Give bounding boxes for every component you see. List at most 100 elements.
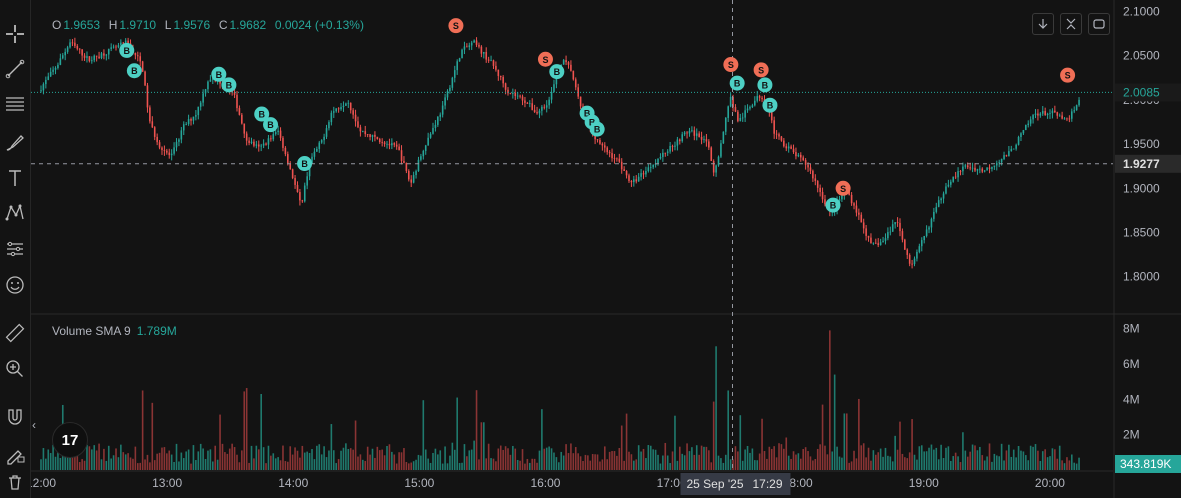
- volume-bar: [313, 459, 316, 470]
- volume-bar: [1008, 444, 1010, 470]
- candle-body: [928, 227, 930, 230]
- crosshair-icon[interactable]: [3, 22, 27, 46]
- volume-bar: [236, 454, 238, 470]
- candle-body: [945, 186, 947, 194]
- candle-body: [253, 141, 255, 146]
- volume-bar: [395, 463, 398, 470]
- fib-levels-icon[interactable]: [3, 92, 27, 116]
- zoom-in-icon[interactable]: [3, 357, 27, 381]
- scroll-down-icon[interactable]: [1032, 13, 1054, 35]
- volume-bar: [734, 446, 737, 470]
- candle-body: [983, 170, 986, 172]
- candle-body: [606, 147, 609, 153]
- buy-marker[interactable]: [589, 121, 605, 137]
- buy-marker[interactable]: [221, 77, 237, 93]
- volume-bar: [495, 461, 497, 470]
- volume-bar: [1078, 457, 1080, 470]
- lock-draw-icon[interactable]: [3, 442, 27, 466]
- volume-bar: [727, 390, 729, 470]
- buy-marker[interactable]: [263, 117, 279, 133]
- volume-bar: [410, 462, 413, 470]
- maximize-pane-icon[interactable]: [1088, 13, 1110, 35]
- sell-marker[interactable]: [753, 62, 769, 78]
- volume-bar: [587, 455, 589, 470]
- candle-body: [642, 173, 645, 175]
- volume-bar: [209, 449, 212, 470]
- price-tick-label: 1.9500: [1123, 137, 1160, 151]
- candle-body: [514, 92, 517, 97]
- sell-marker[interactable]: [723, 57, 739, 73]
- buy-marker[interactable]: [762, 97, 778, 113]
- sell-marker[interactable]: [1060, 67, 1076, 83]
- volume-bar: [214, 445, 217, 470]
- candle-body: [792, 148, 795, 153]
- candle-body: [282, 137, 284, 148]
- magnet-icon[interactable]: [3, 405, 27, 429]
- buy-marker[interactable]: [729, 75, 745, 91]
- forecast-icon[interactable]: [3, 237, 27, 261]
- marker-label: B: [554, 67, 561, 77]
- price-chart[interactable]: BBBBBBBSBSBBBSBSBBSBS2.10002.05002.00001…: [31, 0, 1181, 498]
- volume-bar: [787, 455, 790, 470]
- candle-body: [819, 187, 821, 192]
- volume-bar: [253, 458, 255, 470]
- candle-body: [1075, 105, 1078, 111]
- volume-bar: [437, 454, 439, 470]
- candle-body: [495, 65, 497, 70]
- candle-body: [729, 96, 732, 107]
- buy-marker[interactable]: [211, 66, 227, 82]
- candle-body: [533, 109, 536, 113]
- volume-bar: [933, 449, 935, 470]
- crosshair-time-badge: [680, 473, 791, 495]
- volume-bar: [1027, 460, 1030, 470]
- volume-bar: [146, 454, 149, 470]
- candle-body: [197, 106, 200, 116]
- sell-marker[interactable]: [537, 51, 553, 67]
- candle-body: [328, 122, 330, 129]
- candle-body: [957, 171, 959, 178]
- sell-marker[interactable]: [448, 18, 464, 34]
- collapse-toolbar-chevron-icon[interactable]: ‹: [32, 418, 36, 432]
- ruler-icon[interactable]: [3, 321, 27, 345]
- buy-marker[interactable]: [549, 64, 565, 80]
- volume-bar: [216, 459, 219, 470]
- volume-bar: [185, 451, 187, 470]
- candle-body: [279, 130, 282, 138]
- buy-marker[interactable]: [825, 197, 841, 213]
- candle-body: [816, 181, 819, 188]
- buy-marker[interactable]: [757, 77, 773, 93]
- buy-marker[interactable]: [297, 156, 313, 172]
- volume-bar: [274, 458, 277, 470]
- candle-body: [654, 163, 657, 165]
- trend-line-icon[interactable]: [3, 57, 27, 81]
- volume-bar: [899, 421, 901, 470]
- candle-body: [308, 163, 311, 177]
- brush-icon[interactable]: [3, 130, 27, 154]
- trash-icon[interactable]: [3, 470, 27, 494]
- candle-body: [1058, 115, 1061, 117]
- candle-body: [647, 167, 650, 171]
- volume-bar: [1039, 460, 1042, 470]
- candle-body: [853, 203, 855, 206]
- volume-bar: [1056, 458, 1059, 470]
- volume-bar: [149, 462, 151, 470]
- buy-marker[interactable]: [254, 106, 270, 122]
- text-icon[interactable]: [3, 166, 27, 190]
- sell-marker[interactable]: [835, 180, 851, 196]
- volume-bar: [959, 462, 962, 470]
- collapse-pane-icon[interactable]: [1060, 13, 1082, 35]
- volume-bar: [1005, 450, 1008, 470]
- candle-body: [483, 52, 485, 54]
- candle-body: [896, 222, 899, 223]
- tradingview-logo[interactable]: 17: [52, 422, 88, 458]
- candle-body: [664, 152, 667, 154]
- emoji-icon[interactable]: [3, 273, 27, 297]
- candle-body: [877, 243, 880, 246]
- candle-body: [466, 46, 468, 48]
- candle-body: [316, 148, 318, 152]
- buy-marker[interactable]: [126, 63, 142, 79]
- pattern-icon[interactable]: [3, 200, 27, 224]
- buy-marker[interactable]: [119, 42, 135, 58]
- candle-body: [400, 150, 403, 161]
- volume-bar: [316, 445, 318, 470]
